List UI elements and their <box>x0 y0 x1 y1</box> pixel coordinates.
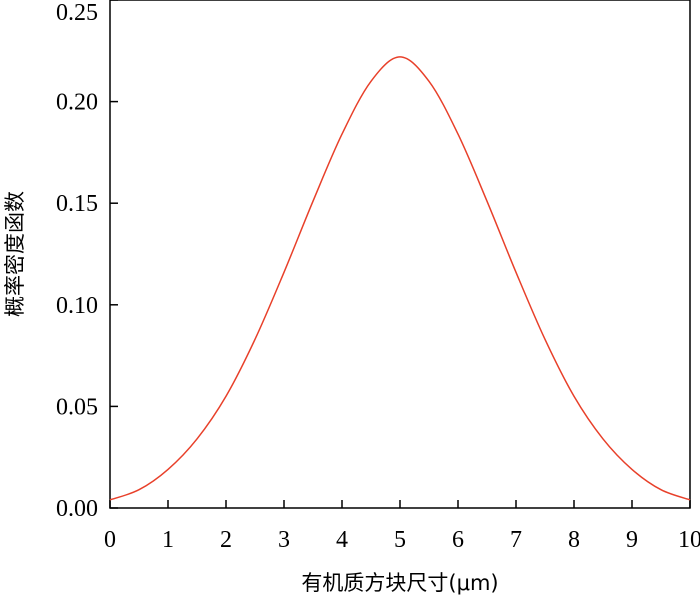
y-tick-label: 0.20 <box>56 90 98 116</box>
x-tick-label: 6 <box>452 527 464 553</box>
x-tick-label: 7 <box>510 527 522 553</box>
x-tick-label: 9 <box>626 527 638 553</box>
x-axis-ticks: 0 1 2 3 4 5 6 7 8 9 10 <box>104 500 700 553</box>
series-lines <box>109 56 691 501</box>
series-line <box>109 56 691 501</box>
x-tick-label: 2 <box>220 527 232 553</box>
x-tick-label: 10 <box>678 527 700 553</box>
plot-frame <box>109 0 691 509</box>
y-tick-label: 0.10 <box>56 293 98 319</box>
x-axis-title: 有机质方块尺寸(μm) <box>301 571 498 595</box>
y-axis-ticks: 0.00 0.05 0.10 0.15 0.20 0.25 <box>56 0 118 522</box>
x-tick-label: 8 <box>568 527 580 553</box>
y-axis-title: 概率密度函数 <box>3 191 27 317</box>
y-tick-label: 0.15 <box>56 191 98 217</box>
x-tick-label: 0 <box>104 527 116 553</box>
y-tick-label: 0.25 <box>56 0 98 26</box>
axes <box>109 0 691 509</box>
x-tick-label: 1 <box>162 527 174 553</box>
x-tick-label: 5 <box>394 527 406 553</box>
x-tick-label: 4 <box>336 527 348 553</box>
y-tick-label: 0.00 <box>56 496 98 522</box>
y-tick-label: 0.05 <box>56 394 98 420</box>
x-tick-label: 3 <box>278 527 290 553</box>
